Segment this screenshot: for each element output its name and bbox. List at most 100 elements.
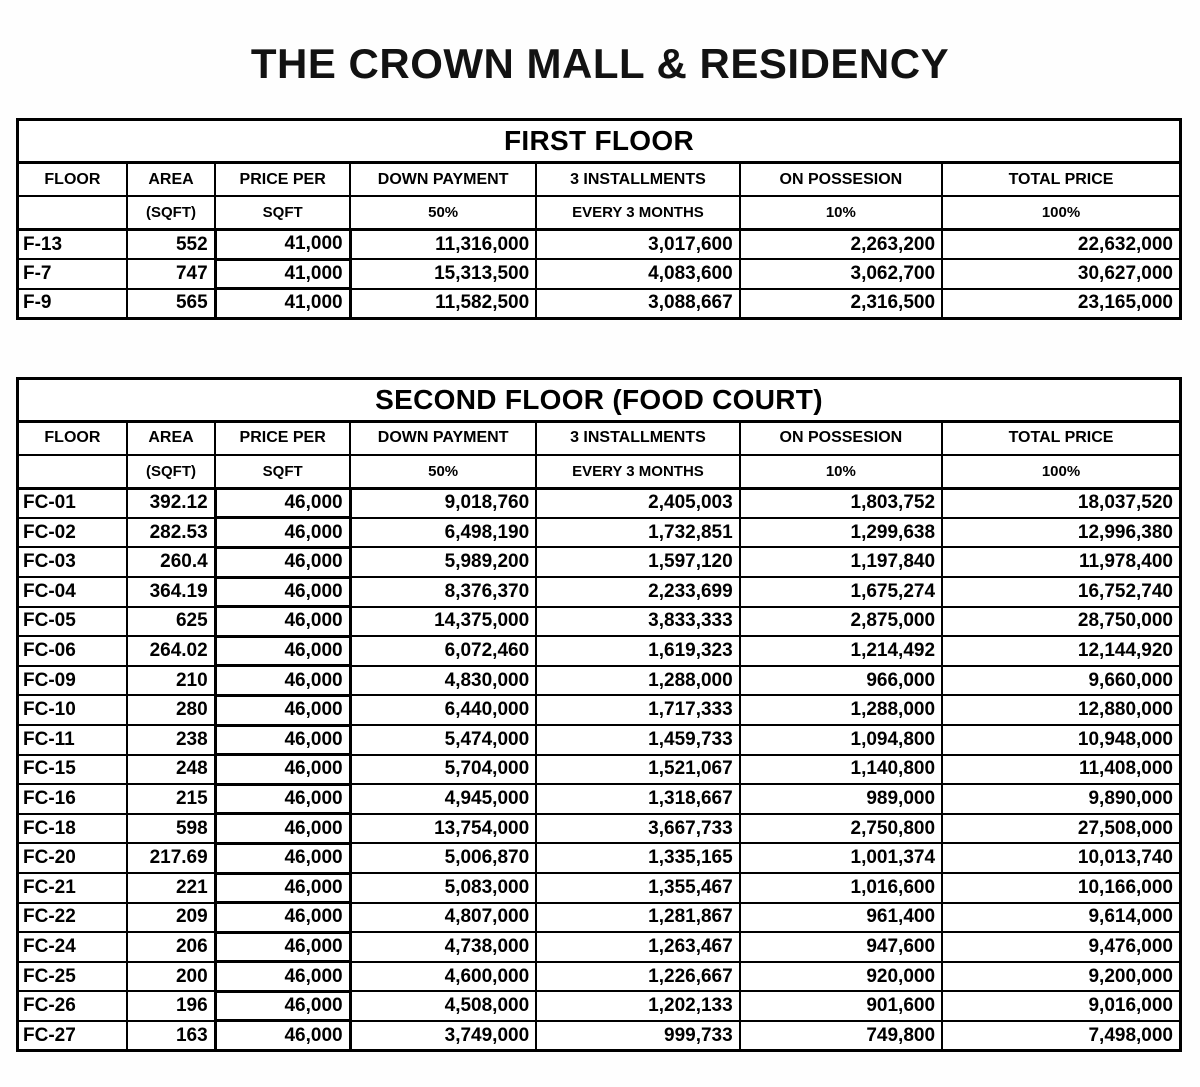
value-cell: 9,476,000 xyxy=(941,931,1182,963)
table-row: FC-04 364.19 46,000 8,376,370 2,233,699 1,675… xyxy=(16,575,1182,609)
value-cell: 3,833,333 xyxy=(535,605,741,638)
column-header-area: AREA xyxy=(125,161,217,197)
value-cell: 598 xyxy=(125,812,217,845)
value-cell: 2,263,200 xyxy=(738,228,944,261)
value-cell: 11,408,000 xyxy=(941,753,1182,786)
value-cell: 13,754,000 xyxy=(349,812,538,845)
value-cell: 1,140,800 xyxy=(738,753,944,786)
column-header-possesion: ON POSSESION xyxy=(738,161,944,197)
column-header-price-per: PRICE PER xyxy=(214,161,352,197)
value-cell: 27,508,000 xyxy=(941,812,1182,845)
column-header-total-price: TOTAL PRICE xyxy=(941,161,1182,197)
subheader-sqft-paren: (SQFT) xyxy=(125,453,217,490)
value-cell: 1,281,867 xyxy=(535,901,741,934)
table-caption-row: FIRST FLOOR xyxy=(16,118,1182,164)
value-cell: 18,037,520 xyxy=(941,487,1182,519)
value-cell: 163 xyxy=(125,1019,217,1052)
floor-id-cell: FC-04 xyxy=(16,576,128,608)
value-cell: 46,000 xyxy=(213,575,352,609)
value-cell: 901,600 xyxy=(738,990,944,1022)
value-cell: 1,355,467 xyxy=(535,872,741,904)
value-cell: 3,667,733 xyxy=(535,812,741,845)
value-cell: 46,000 xyxy=(213,753,352,786)
floor-id-cell: F-13 xyxy=(16,228,128,261)
value-cell: 2,750,800 xyxy=(738,812,944,845)
value-cell: 3,062,700 xyxy=(738,258,944,290)
table-row: FC-01 392.12 46,000 9,018,760 2,405,003 1,803… xyxy=(16,486,1182,520)
table-row: FC-10 280 46,000 6,440,000 1,717,333 1,288,00… xyxy=(16,693,1182,727)
table-row: FC-09 210 46,000 4,830,000 1,288,000 966,000 9… xyxy=(16,664,1182,697)
value-cell: 46,000 xyxy=(213,545,352,579)
value-cell: 4,738,000 xyxy=(349,931,538,963)
table-row: FC-11 238 46,000 5,474,000 1,459,733 1,094,80… xyxy=(16,723,1182,757)
value-cell: 209 xyxy=(125,901,217,934)
value-cell: 12,880,000 xyxy=(941,694,1182,727)
value-cell: 46,000 xyxy=(213,871,352,905)
value-cell: 4,807,000 xyxy=(349,901,538,934)
value-cell: 9,016,000 xyxy=(941,990,1182,1022)
value-cell: 5,704,000 xyxy=(349,753,538,786)
value-cell: 9,890,000 xyxy=(941,783,1182,815)
floor-id-cell: F-9 xyxy=(16,287,128,320)
page-title: THE CROWN MALL & RESIDENCY xyxy=(250,40,950,87)
table-row: FC-15 248 46,000 5,704,000 1,521,067 1,140,80… xyxy=(16,753,1182,786)
value-cell: 1,226,667 xyxy=(535,960,741,993)
value-cell: 7,498,000 xyxy=(941,1019,1182,1052)
value-cell: 1,803,752 xyxy=(738,487,944,519)
table-row: FC-02 282.53 46,000 6,498,190 1,732,851 1,299… xyxy=(16,516,1182,549)
second-floor-rows: FC-01 392.12 46,000 9,018,760 2,405,003 1,803… xyxy=(16,486,1182,1053)
value-cell: 2,875,000 xyxy=(738,605,944,638)
value-cell: 552 xyxy=(125,228,217,261)
value-cell: 1,675,274 xyxy=(738,576,944,608)
value-cell: 565 xyxy=(125,287,217,320)
column-header-area: AREA xyxy=(125,420,217,456)
value-cell: 1,521,067 xyxy=(535,753,741,786)
value-cell: 10,013,740 xyxy=(941,842,1182,874)
column-header-down-payment: DOWN PAYMENT xyxy=(349,161,538,197)
value-cell: 966,000 xyxy=(738,664,944,697)
value-cell: 3,017,600 xyxy=(535,228,741,261)
value-cell: 264.02 xyxy=(125,635,217,667)
floor-id-cell: FC-15 xyxy=(16,753,128,786)
floor-id-cell: FC-03 xyxy=(16,546,128,579)
value-cell: 248 xyxy=(125,753,217,786)
table-row: FC-05 625 46,000 14,375,000 3,833,333 2,875,0… xyxy=(16,605,1182,638)
table-caption: SECOND FLOOR (FOOD COURT) xyxy=(16,377,1182,423)
table-row: FC-27 163 46,000 3,749,000 999,733 749,800 7,4… xyxy=(16,1019,1182,1053)
value-cell: 11,316,000 xyxy=(349,228,538,261)
value-cell: 46,000 xyxy=(213,812,352,845)
subheader-sqft: SQFT xyxy=(214,195,352,231)
value-cell: 1,288,000 xyxy=(738,694,944,727)
subheader-50pct: 50% xyxy=(349,195,538,231)
floor-id-cell: FC-10 xyxy=(16,694,128,727)
subheader-sqft-paren: (SQFT) xyxy=(125,195,217,231)
value-cell: 46,000 xyxy=(213,782,352,816)
value-cell: 221 xyxy=(125,872,217,904)
table-row: FC-22 209 46,000 4,807,000 1,281,867 961,400 9… xyxy=(16,901,1182,934)
column-header-floor: FLOOR xyxy=(16,161,128,197)
value-cell: 747 xyxy=(125,258,217,290)
value-cell: 1,094,800 xyxy=(738,724,944,756)
value-cell: 1,597,120 xyxy=(535,546,741,579)
subheader-10pct: 10% xyxy=(738,195,944,231)
column-subheader-row: (SQFT) SQFT 50% EVERY 3 MONTHS 10% 100% xyxy=(16,195,1182,231)
table-row: FC-26 196 46,000 4,508,000 1,202,133 901,600 9… xyxy=(16,989,1182,1023)
value-cell: 4,083,600 xyxy=(535,258,741,290)
value-cell: 200 xyxy=(125,960,217,993)
value-cell: 947,600 xyxy=(738,931,944,963)
column-subheader-row: (SQFT) SQFT 50% EVERY 3 MONTHS 10% 100% xyxy=(16,453,1182,490)
value-cell: 5,083,000 xyxy=(349,872,538,904)
value-cell: 10,166,000 xyxy=(941,872,1182,904)
column-header-row: FLOOR AREA PRICE PER DOWN PAYMENT 3 INST… xyxy=(16,420,1182,456)
value-cell: 46,000 xyxy=(213,989,352,1023)
value-cell: 46,000 xyxy=(213,634,352,668)
value-cell: 6,440,000 xyxy=(349,694,538,727)
value-cell: 8,376,370 xyxy=(349,576,538,608)
value-cell: 210 xyxy=(125,664,217,697)
value-cell: 46,000 xyxy=(213,486,352,520)
value-cell: 1,288,000 xyxy=(535,664,741,697)
subheader-100pct: 100% xyxy=(941,453,1182,490)
value-cell: 46,000 xyxy=(213,664,352,697)
value-cell: 282.53 xyxy=(125,516,217,549)
